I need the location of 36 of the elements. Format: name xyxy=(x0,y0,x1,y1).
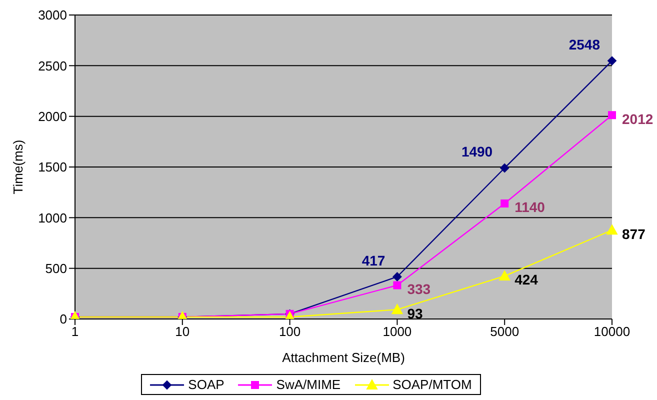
data-label: 2012 xyxy=(622,110,654,127)
point xyxy=(500,199,509,208)
x-tick-label: 10000 xyxy=(594,324,630,340)
x-tick-label: 10 xyxy=(175,324,190,340)
data-label: 2548 xyxy=(568,36,600,53)
y-tick-label: 2000 xyxy=(38,108,67,124)
legend-label: SOAP/MTOM xyxy=(392,377,472,392)
x-tick-label: 1 xyxy=(71,324,79,340)
point xyxy=(608,111,616,120)
data-label: 417 xyxy=(362,252,386,268)
y-tick-label: 3000 xyxy=(38,8,67,23)
legend-label: SOAP xyxy=(188,377,224,392)
y-tick-label: 1000 xyxy=(38,210,67,226)
y-tick-label: 1500 xyxy=(38,160,67,175)
x-tick-label: 1000 xyxy=(382,324,412,340)
x-tick-label: 100 xyxy=(278,324,301,340)
point xyxy=(499,270,510,281)
y-tick-label: 500 xyxy=(45,260,67,276)
data-label: 93 xyxy=(407,305,423,322)
legend-label: SwA/MIME xyxy=(276,377,341,392)
data-label: 877 xyxy=(622,226,646,242)
x-axis-title: Attachment Size(MB) xyxy=(282,350,405,365)
point xyxy=(393,281,402,290)
y-axis-title: Time(ms) xyxy=(10,140,26,194)
point xyxy=(500,164,510,173)
data-label: 1490 xyxy=(461,144,493,160)
point xyxy=(392,272,402,282)
y-tick-label: 2500 xyxy=(38,58,67,74)
y-tick-label: 0 xyxy=(60,312,67,327)
data-label: 424 xyxy=(514,272,538,288)
data-label: 333 xyxy=(407,280,431,297)
x-tick-label: 5000 xyxy=(490,324,520,340)
data-label: 1140 xyxy=(514,199,546,216)
point xyxy=(608,56,616,66)
point xyxy=(392,304,403,314)
point xyxy=(606,224,618,235)
